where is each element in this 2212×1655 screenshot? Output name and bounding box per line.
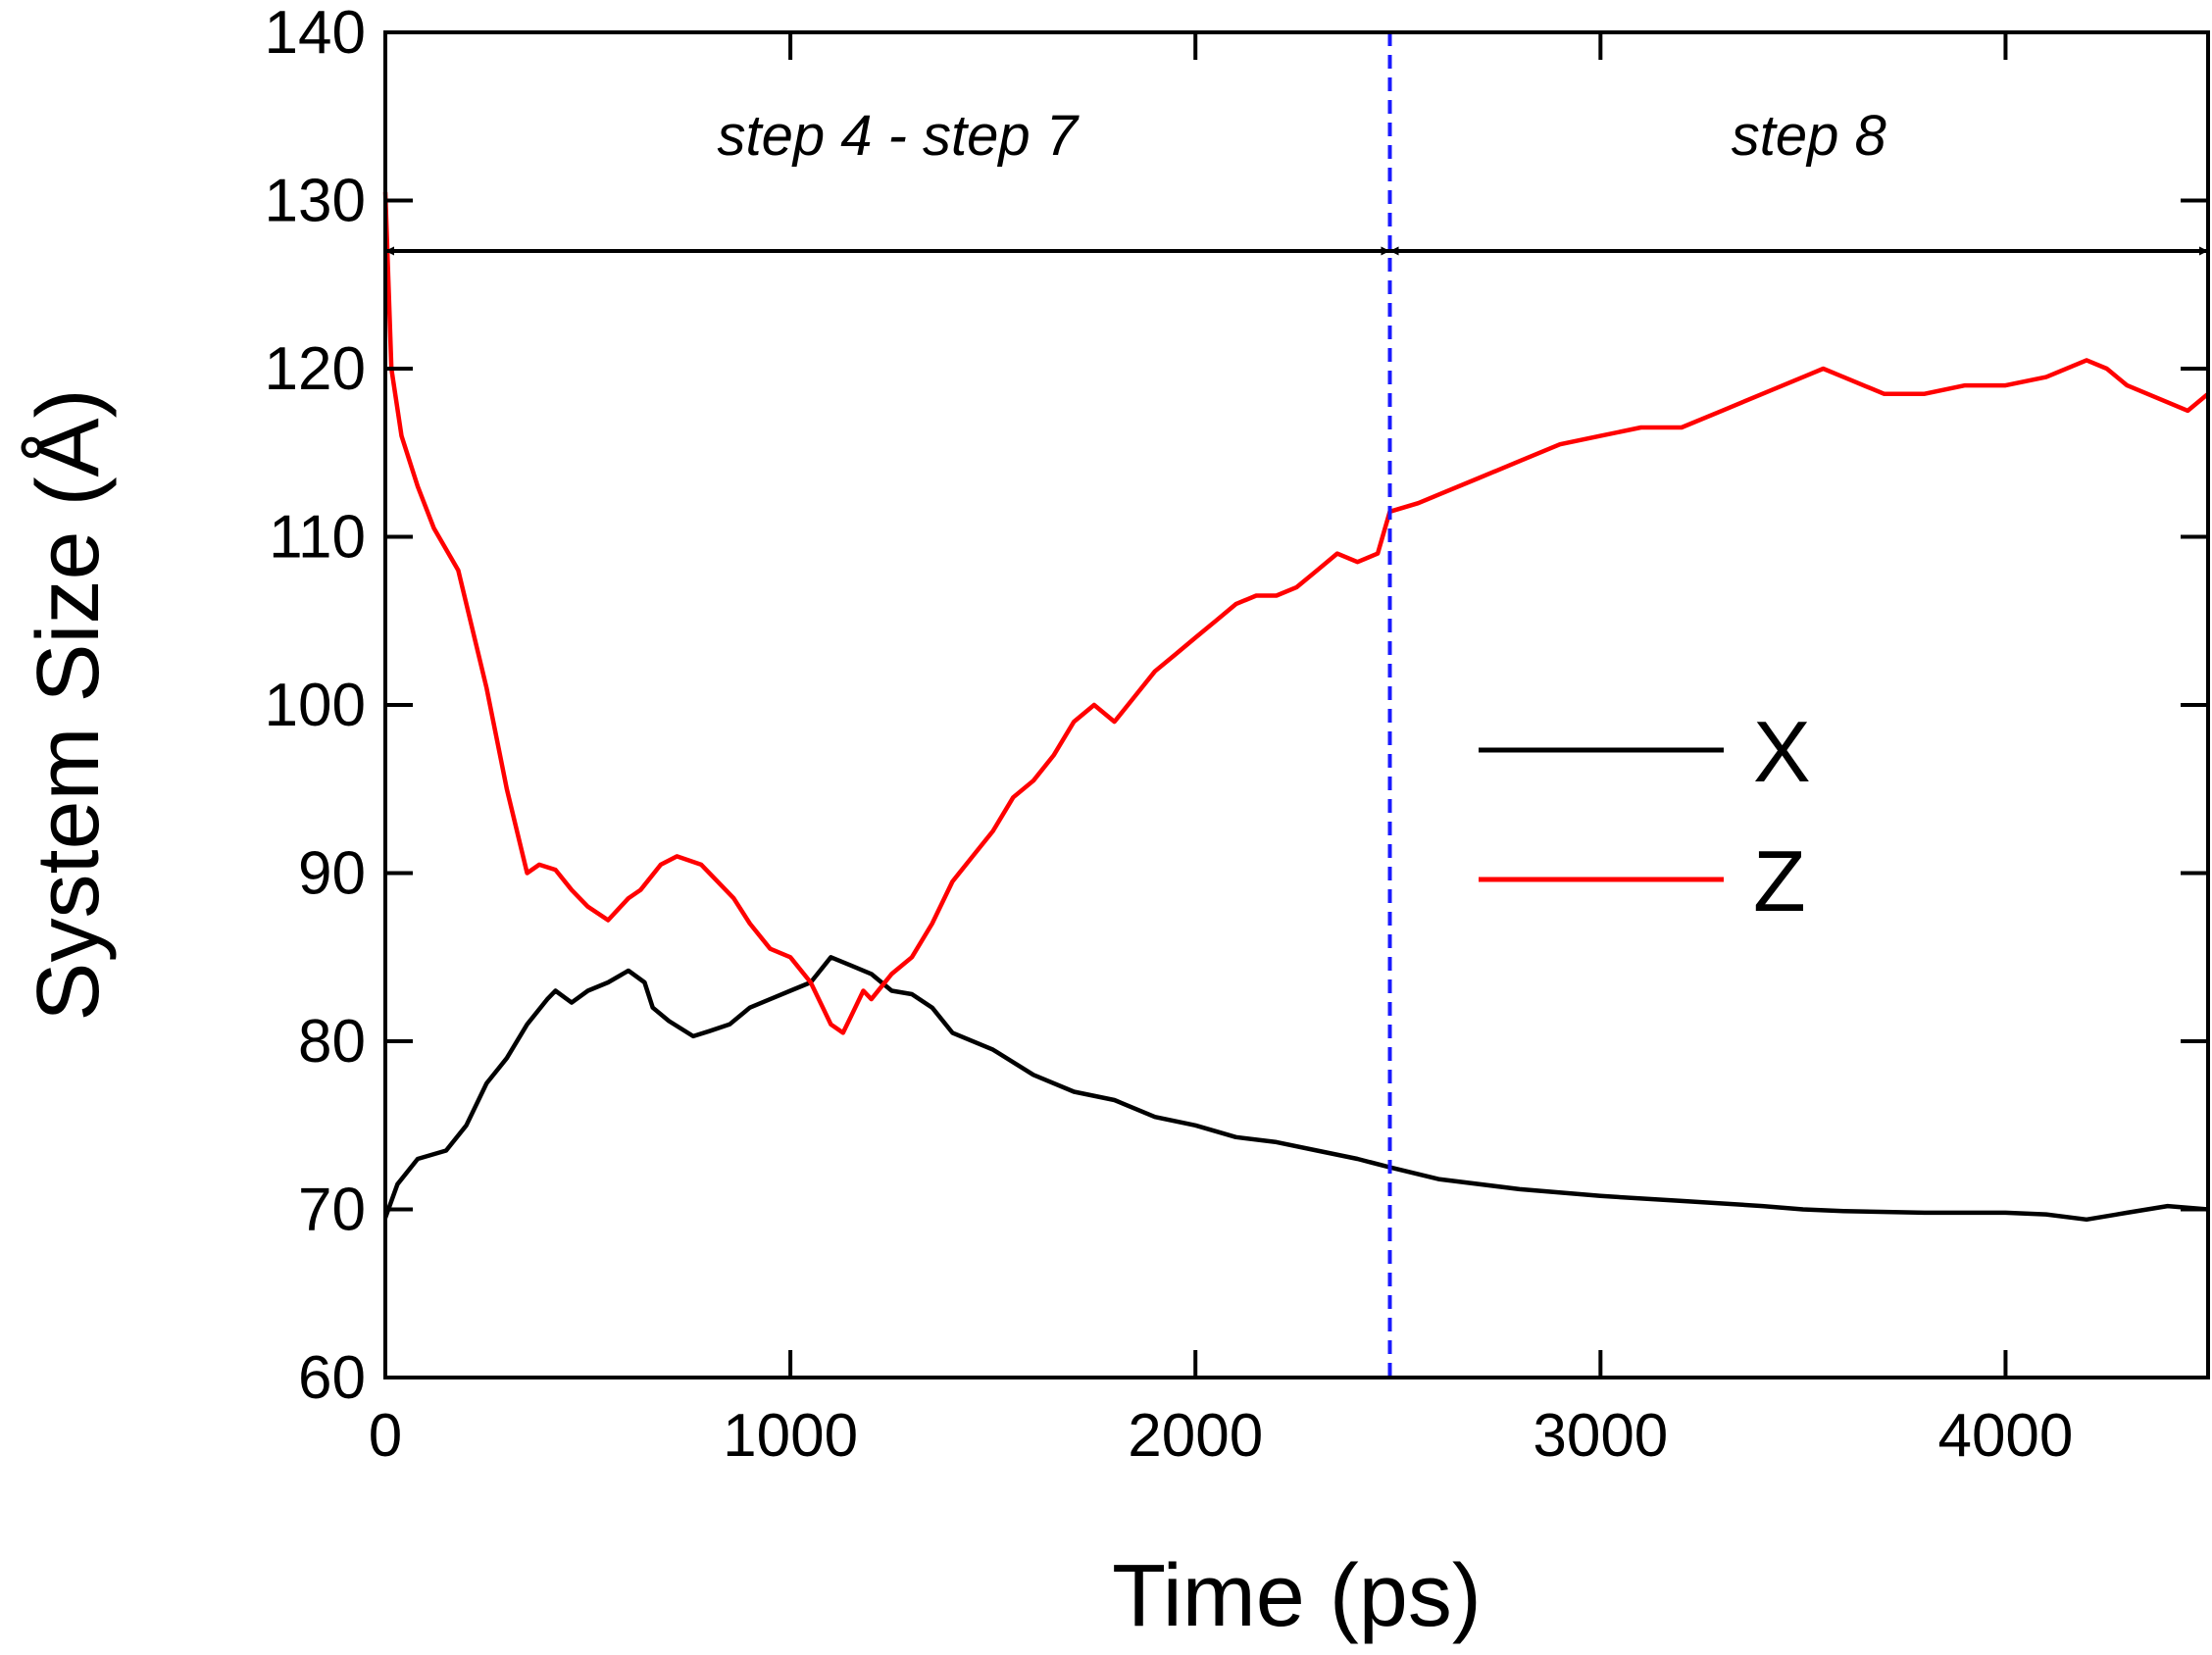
x-tick-label: 0 — [369, 1402, 402, 1470]
series-line-z — [382, 191, 2210, 1035]
x-axis-title: Time (ps) — [1112, 1547, 1482, 1645]
x-tick-label: 4000 — [1937, 1402, 2073, 1470]
y-tick-label: 60 — [298, 1344, 366, 1412]
series-line-x — [382, 955, 2209, 1223]
y-tick-label: 140 — [265, 0, 366, 67]
series-layer — [382, 191, 2210, 1223]
step-range-label: step 8 — [1732, 104, 1886, 168]
y-axis-title: System Size (Å) — [20, 388, 118, 1021]
y-tick-label: 70 — [298, 1177, 366, 1244]
x-tick-label: 1000 — [723, 1402, 858, 1470]
y-tick-label: 90 — [298, 840, 366, 908]
step-range-label: step 4 - step 7 — [717, 104, 1080, 168]
annotation-layer: step 4 - step 7 step 8 — [385, 32, 2208, 1378]
x-axis: 0 1000 2000 3000 4000 — [369, 32, 2073, 1470]
x-tick-label: 2000 — [1128, 1402, 1263, 1470]
y-axis: 60 70 80 90 100 110 120 130 140 — [265, 0, 2208, 1412]
y-tick-label: 100 — [265, 672, 366, 739]
y-tick-label: 130 — [265, 168, 366, 235]
x-tick-label: 3000 — [1533, 1402, 1668, 1470]
legend-label-z: Z — [1753, 832, 1806, 929]
legend-label-x: X — [1753, 703, 1811, 800]
y-tick-label: 80 — [298, 1008, 366, 1076]
y-tick-label: 120 — [265, 335, 366, 403]
y-tick-label: 110 — [269, 504, 366, 572]
legend: XZ — [1479, 703, 1811, 929]
